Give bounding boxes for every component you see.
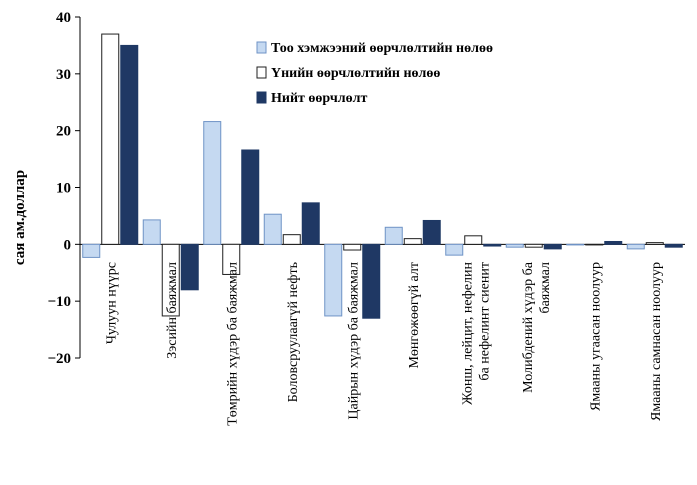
bar-2-10 bbox=[645, 242, 664, 245]
y-tick-label: 40 bbox=[56, 10, 71, 26]
bar-1-2 bbox=[142, 219, 161, 245]
bar-2-8 bbox=[524, 243, 543, 248]
category-label: Зэсийн баяжмал bbox=[165, 262, 180, 359]
bar-2-7 bbox=[464, 235, 483, 245]
bar-3-7 bbox=[483, 243, 502, 247]
category-label: Ямааны угаасан ноолуур bbox=[588, 262, 603, 411]
bar-1-9 bbox=[566, 243, 585, 246]
bar-3-3 bbox=[241, 149, 260, 245]
bar-3-6 bbox=[422, 219, 441, 245]
category-label: Молибдений хүдэр ба баяжмал bbox=[521, 261, 553, 393]
bar-2-3 bbox=[222, 243, 241, 275]
bar-1-3 bbox=[203, 121, 222, 245]
bar-3-5 bbox=[362, 243, 381, 319]
bar-2-1 bbox=[101, 33, 120, 245]
category-label: Чулуун нүүрс bbox=[104, 262, 119, 344]
y-tick-label: −20 bbox=[47, 351, 71, 367]
category-label: Ямааны самнасан ноолуур bbox=[649, 262, 664, 421]
bar-2-9 bbox=[585, 243, 604, 246]
bar-2-4 bbox=[282, 234, 301, 245]
legend-swatch-1 bbox=[256, 41, 267, 54]
legend-label-2: Үнийн өөрчлөлтийн нөлөө bbox=[271, 66, 440, 81]
category-label: Цайрын хүдэр ба баяжмал bbox=[346, 262, 361, 420]
bar-3-2 bbox=[180, 243, 199, 291]
legend-label-1: Тоо хэмжээний өөрчлөлтийн нөлөө bbox=[271, 41, 493, 56]
bar-1-5 bbox=[324, 243, 343, 317]
bar-1-10 bbox=[626, 243, 645, 250]
y-tick-label: 10 bbox=[56, 181, 71, 197]
bar-1-8 bbox=[505, 243, 524, 248]
category-label: Мөнгөжөөгүй алт bbox=[407, 262, 422, 369]
bar-2-2 bbox=[161, 243, 180, 317]
bar-2-6 bbox=[403, 238, 422, 245]
legend-label-3: Нийт өөрчлөлт bbox=[271, 91, 367, 106]
legend-swatch-2 bbox=[256, 66, 267, 79]
category-label: Жонш, лейцит, нефелин ба нефелинт сиенит bbox=[460, 261, 492, 404]
bar-1-6 bbox=[384, 226, 403, 245]
y-tick-label: 30 bbox=[56, 67, 71, 83]
category-label: Төмрийн хүдэр ба баяжмал bbox=[225, 262, 240, 426]
bar-3-1 bbox=[120, 44, 139, 245]
bar-1-1 bbox=[82, 243, 101, 258]
bar-3-4 bbox=[301, 202, 320, 245]
y-tick-label: 20 bbox=[56, 124, 71, 140]
bar-1-7 bbox=[445, 243, 464, 256]
bar-1-4 bbox=[263, 213, 282, 245]
y-axis-title: сая ам.доллар bbox=[12, 170, 28, 265]
bar-2-5 bbox=[343, 243, 362, 251]
category-label: Боловсруулаагүй нефть bbox=[286, 262, 301, 402]
bar-3-8 bbox=[543, 243, 562, 250]
legend-swatch-3 bbox=[256, 91, 267, 104]
y-tick-label: 0 bbox=[64, 237, 72, 253]
bar-3-10 bbox=[664, 243, 683, 248]
bar-3-9 bbox=[604, 240, 623, 245]
y-tick-label: −10 bbox=[47, 294, 71, 310]
